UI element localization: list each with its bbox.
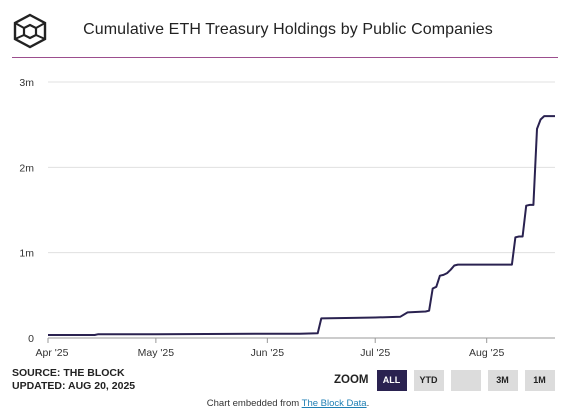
x-tick-label: Jun '25 bbox=[251, 347, 285, 359]
embed-prefix: Chart embedded from bbox=[206, 398, 302, 409]
x-tick-label: May '25 bbox=[138, 347, 175, 359]
x-axis: Apr '25 May '25 Jun '25 Jul '25 Aug '25 bbox=[36, 337, 555, 359]
grid-lines bbox=[48, 81, 555, 339]
embed-note: Chart embedded from The Block Data. bbox=[0, 398, 576, 409]
source-block: SOURCE: THE BLOCK UPDATED: AUG 20, 2025 bbox=[12, 367, 135, 393]
x-tick-label: Apr '25 bbox=[36, 347, 69, 359]
the-block-logo-icon bbox=[13, 13, 47, 49]
zoom-ytd-button[interactable]: YTD bbox=[413, 369, 444, 391]
y-tick-label: 1m bbox=[19, 248, 34, 260]
chart-header: Cumulative ETH Treasury Holdings by Publ… bbox=[0, 0, 576, 58]
x-tick-label: Jul '25 bbox=[360, 347, 390, 359]
x-tick-label: Aug '25 bbox=[469, 347, 504, 359]
chart-title: Cumulative ETH Treasury Holdings by Publ… bbox=[83, 21, 493, 38]
zoom-controls: ZOOM ALL YTD 3M 1M bbox=[334, 369, 562, 391]
embed-suffix: . bbox=[366, 398, 370, 409]
zoom-blank-button[interactable] bbox=[450, 369, 481, 391]
zoom-1m-button[interactable]: 1M bbox=[524, 369, 555, 391]
y-tick-label: 0 bbox=[28, 333, 34, 345]
zoom-label: ZOOM bbox=[334, 374, 369, 386]
zoom-3m-button[interactable]: 3M bbox=[487, 369, 518, 391]
series-line-eth-holdings bbox=[48, 115, 555, 336]
source-label: SOURCE: THE BLOCK bbox=[12, 367, 125, 379]
y-axis: 0 1m 2m 3m bbox=[19, 77, 34, 345]
series-layer bbox=[48, 115, 555, 336]
y-tick-label: 2m bbox=[19, 162, 34, 174]
chart-plot[interactable]: 0 1m 2m 3m Apr '25 May '25 Jun '25 Jul '25 Aug … bbox=[0, 60, 576, 360]
updated-label: UPDATED: AUG 20, 2025 bbox=[12, 380, 136, 392]
title-divider bbox=[12, 57, 558, 58]
zoom-all-button[interactable]: ALL bbox=[376, 369, 407, 391]
the-block-data-link[interactable]: The Block Data bbox=[301, 398, 367, 409]
y-tick-label: 3m bbox=[19, 77, 34, 89]
